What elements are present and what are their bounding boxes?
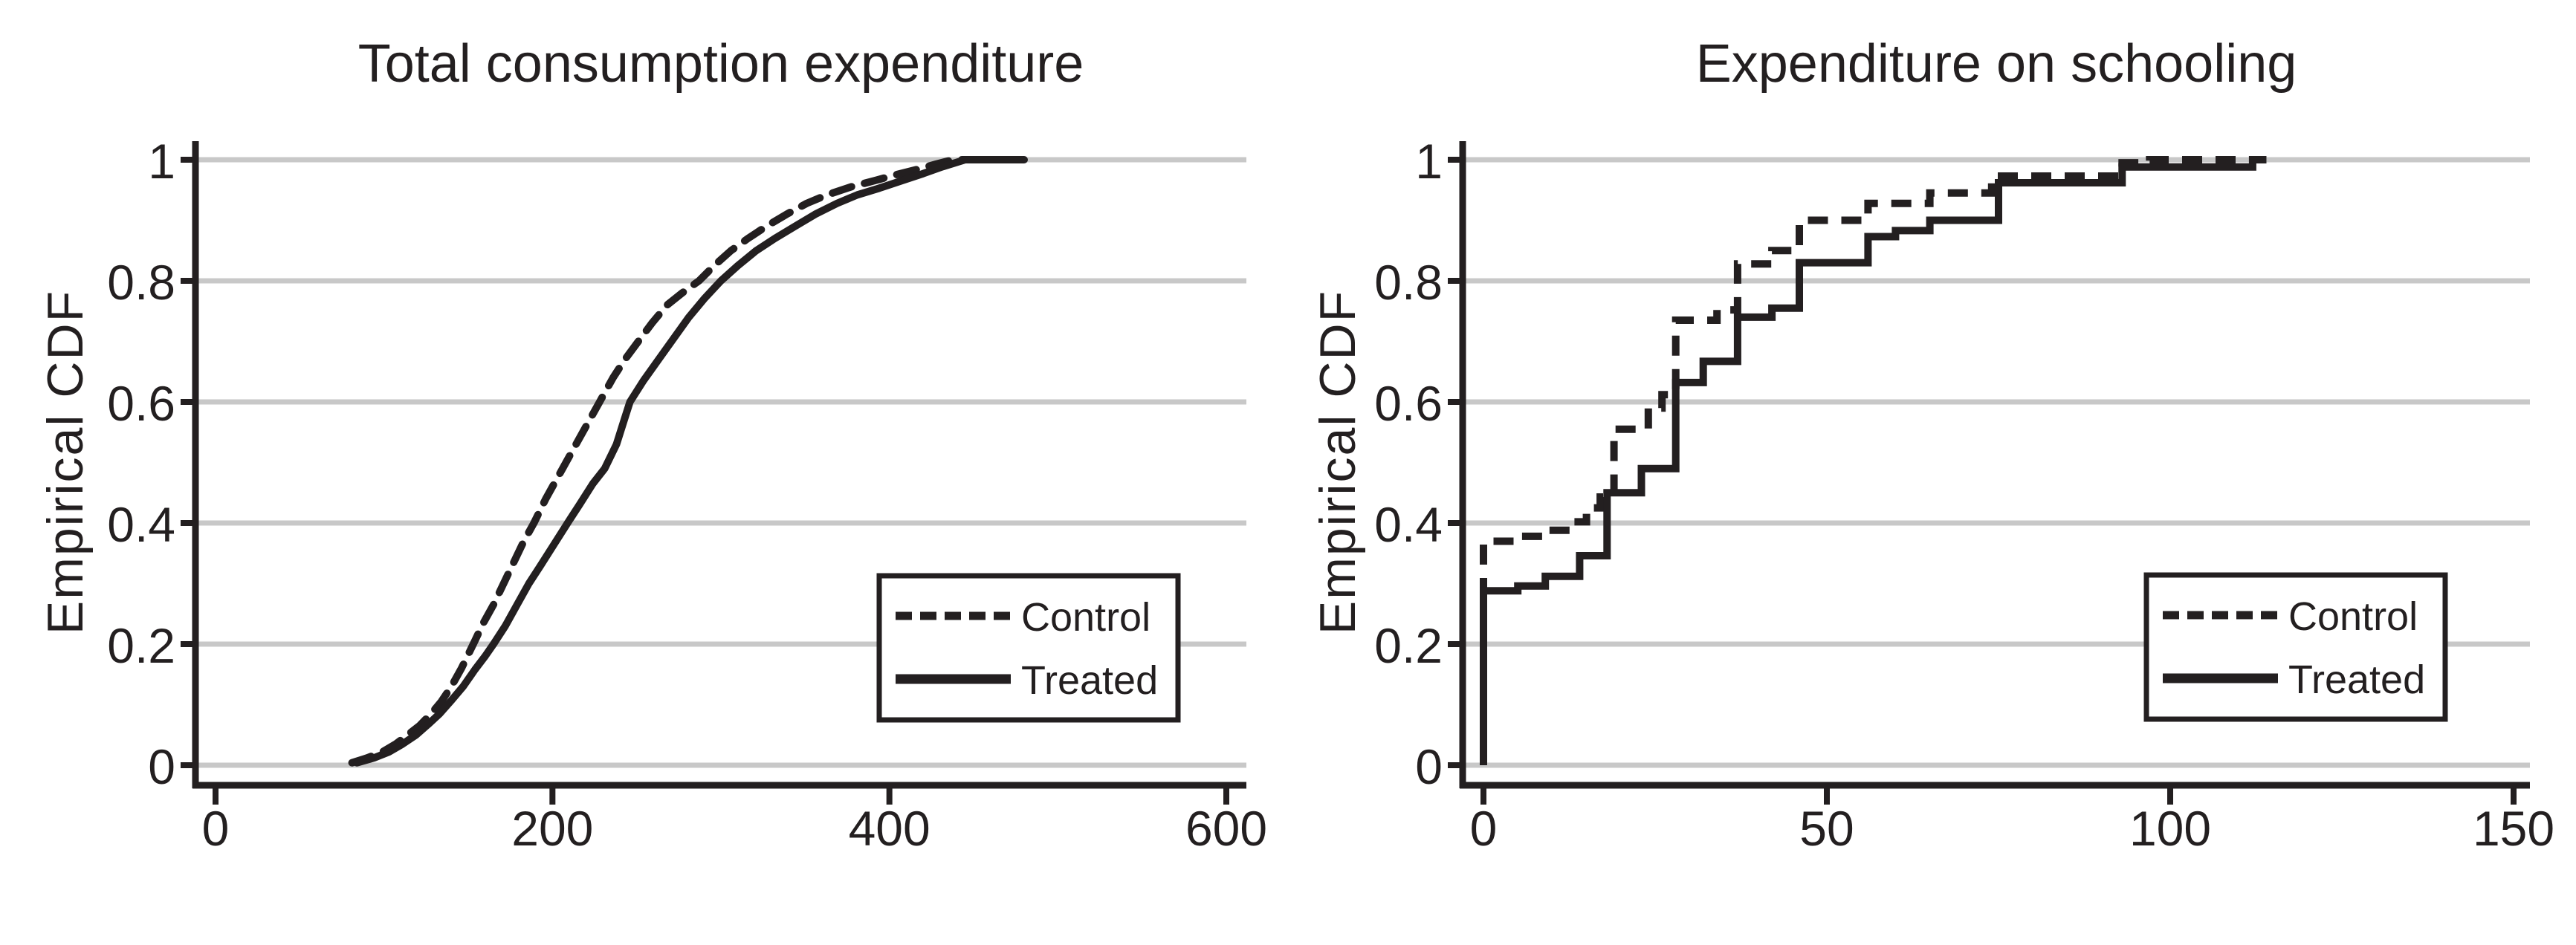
x-tick-label: 50 bbox=[1799, 801, 1854, 856]
left-legend: Control Treated bbox=[876, 573, 1181, 723]
x-tick-label: 0 bbox=[202, 801, 230, 856]
right-legend: Control Treated bbox=[2143, 572, 2448, 722]
treated-curve bbox=[353, 156, 1028, 767]
x-tick-label: 400 bbox=[849, 801, 931, 856]
left-chart-title: Total consumption expenditure bbox=[358, 34, 1084, 94]
control-curve bbox=[1480, 156, 2267, 765]
legend-label-treated: Treated bbox=[1021, 658, 1158, 703]
x-tick-label: 100 bbox=[2129, 801, 2211, 856]
y-tick-label: 0 bbox=[1415, 739, 1443, 794]
right-axes: 1 0.8 0.6 0.4 0.2 00 50 100 150 bbox=[1374, 134, 2554, 856]
y-tick-label: 0.6 bbox=[1374, 376, 1443, 431]
y-tick-label: 0 bbox=[148, 739, 175, 794]
right-chart-title: Expenditure on schooling bbox=[1696, 34, 2297, 94]
y-tick-label: 0.8 bbox=[1374, 255, 1443, 310]
legend-label-treated: Treated bbox=[2288, 657, 2425, 702]
left-chart: 1 0.8 0.6 0.4 0.2 00 200 400 600 Total consumpti… bbox=[37, 34, 1267, 856]
y-tick-label: 1 bbox=[1415, 134, 1443, 189]
legend-box bbox=[876, 573, 1181, 723]
y-tick-label: 1 bbox=[148, 134, 175, 189]
y-tick-label: 0.8 bbox=[107, 255, 175, 310]
x-tick-label: 200 bbox=[511, 801, 593, 856]
left-axes: 1 0.8 0.6 0.4 0.2 00 200 400 600 bbox=[107, 134, 1267, 856]
legend-label-control: Control bbox=[1021, 595, 1151, 640]
y-tick-label: 0.2 bbox=[107, 618, 175, 673]
y-tick-label: 0.4 bbox=[107, 497, 175, 552]
right-chart: 1 0.8 0.6 0.4 0.2 00 50 100 150 Expenditure on s… bbox=[1310, 34, 2554, 856]
treated-curve bbox=[1480, 156, 2267, 765]
x-tick-label: 0 bbox=[1470, 801, 1498, 856]
y-tick-label: 0.2 bbox=[1374, 618, 1443, 673]
control-curve bbox=[348, 156, 1028, 767]
y-tick-label: 0.4 bbox=[1374, 497, 1443, 552]
legend-label-control: Control bbox=[2288, 594, 2418, 639]
right-y-axis-title: Empirical CDF bbox=[1310, 290, 1366, 634]
left-gridlines bbox=[195, 157, 1246, 768]
x-tick-label: 150 bbox=[2473, 801, 2554, 856]
left-curves bbox=[348, 156, 1028, 767]
y-tick-label: 0.6 bbox=[107, 376, 175, 431]
legend-box bbox=[2143, 572, 2448, 722]
right-curves bbox=[1480, 156, 2267, 765]
x-tick-label: 600 bbox=[1185, 801, 1267, 856]
left-y-axis-title: Empirical CDF bbox=[37, 290, 94, 634]
